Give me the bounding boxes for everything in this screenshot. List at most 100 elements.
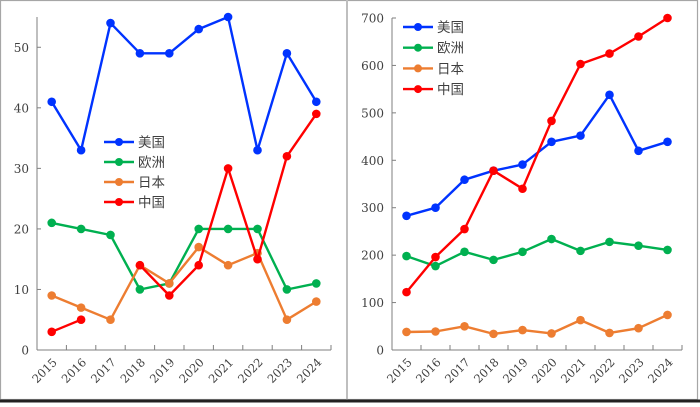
- data-point: [47, 291, 56, 300]
- data-point: [223, 260, 233, 270]
- data-point: [431, 203, 440, 213]
- y-tick-label: 50: [14, 41, 29, 55]
- data-point: [576, 59, 585, 69]
- y-tick-label: 0: [21, 344, 29, 358]
- data-point: [605, 328, 614, 338]
- data-point: [76, 224, 86, 234]
- y-tick-label: 0: [376, 344, 384, 358]
- legend-item: 中国: [403, 82, 464, 98]
- y-tick-label: 700: [361, 12, 384, 26]
- y-tick-label: 100: [361, 296, 384, 310]
- data-point: [489, 255, 498, 265]
- series-中国: [47, 109, 321, 337]
- data-point: [194, 260, 203, 270]
- data-point: [634, 32, 643, 41]
- series-日本: [402, 310, 672, 339]
- legend-marker-icon: [414, 64, 422, 73]
- data-point: [106, 230, 115, 240]
- legend-marker-icon: [414, 43, 422, 52]
- data-point: [47, 218, 56, 228]
- y-tick-label: 20: [14, 222, 29, 236]
- series-line: [406, 237, 668, 268]
- data-point: [135, 285, 145, 294]
- data-point: [634, 241, 643, 250]
- data-point: [402, 327, 411, 337]
- legend-marker-icon: [414, 85, 422, 94]
- data-point: [460, 175, 469, 185]
- data-point: [547, 116, 556, 126]
- series-line: [50, 15, 318, 152]
- data-point: [576, 246, 585, 256]
- y-tick-label: 200: [361, 249, 384, 263]
- data-point: [518, 160, 527, 169]
- legend-item: 中国: [104, 195, 165, 211]
- data-point: [402, 211, 411, 221]
- legend-label: 美国: [437, 20, 464, 36]
- data-point: [431, 327, 440, 336]
- data-point: [431, 261, 440, 271]
- y-tick-label: 10: [14, 283, 29, 297]
- data-point: [282, 285, 292, 294]
- data-point: [663, 13, 672, 23]
- legend-label: 美国: [138, 135, 165, 151]
- data-point: [282, 315, 292, 325]
- data-point: [135, 49, 145, 58]
- data-point: [312, 97, 321, 107]
- series-欧洲: [47, 218, 321, 294]
- data-point: [47, 327, 56, 337]
- legend-marker-icon: [115, 158, 123, 166]
- data-point: [460, 224, 469, 234]
- data-point: [106, 18, 115, 28]
- y-tick-label: 300: [361, 201, 384, 215]
- data-point: [312, 297, 321, 306]
- legend-label: 中国: [437, 82, 464, 98]
- y-tick-label: 400: [361, 154, 384, 168]
- series-中国: [402, 13, 672, 297]
- data-point: [194, 24, 203, 34]
- legend-label: 欧洲: [437, 41, 464, 57]
- data-point: [253, 145, 262, 155]
- data-point: [518, 184, 527, 194]
- legend-marker-icon: [115, 178, 123, 186]
- legend-label: 欧洲: [138, 155, 165, 171]
- y-tick-label: 30: [14, 162, 29, 176]
- data-point: [518, 247, 527, 257]
- data-point: [76, 315, 86, 325]
- data-point: [605, 90, 614, 100]
- legend-marker-icon: [414, 23, 422, 31]
- data-point: [76, 145, 86, 155]
- data-point: [576, 131, 585, 140]
- series-line: [51, 221, 317, 291]
- legend-marker-icon: [115, 198, 123, 206]
- legend-item: 美国: [104, 135, 165, 151]
- legend-item: 欧洲: [104, 155, 165, 171]
- legend-label: 中国: [138, 195, 165, 211]
- series-line: [405, 16, 669, 293]
- data-point: [518, 325, 527, 335]
- data-point: [402, 287, 411, 297]
- data-point: [223, 224, 233, 234]
- data-point: [460, 247, 469, 257]
- data-point: [402, 251, 411, 261]
- data-point: [253, 224, 262, 234]
- data-point: [194, 242, 203, 252]
- data-point: [194, 224, 203, 234]
- data-point: [489, 329, 498, 339]
- data-point: [663, 245, 672, 255]
- data-point: [76, 303, 86, 312]
- data-point: [634, 146, 643, 156]
- data-point: [460, 321, 469, 331]
- data-point: [547, 234, 556, 244]
- legend-label: 日本: [437, 61, 464, 77]
- data-point: [165, 279, 174, 288]
- y-tick-label: 500: [361, 106, 384, 120]
- data-point: [312, 109, 321, 119]
- data-point: [605, 237, 614, 247]
- data-point: [547, 137, 556, 147]
- data-point: [135, 260, 145, 270]
- series-欧洲: [402, 234, 672, 271]
